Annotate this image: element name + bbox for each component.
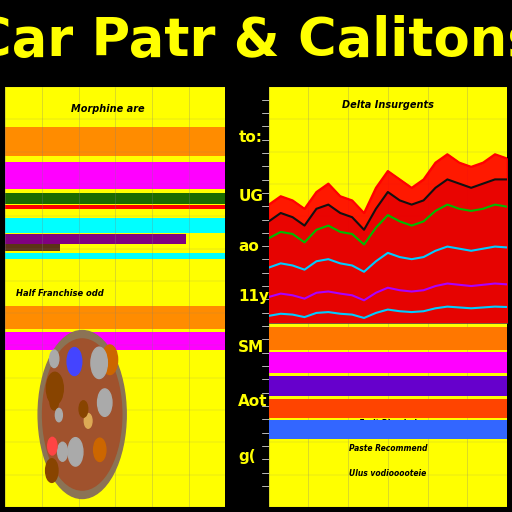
Text: Half Franchise odd: Half Franchise odd [16,289,104,297]
Bar [5,193,225,204]
Text: g(: g( [239,449,256,464]
Bar [5,234,186,244]
Circle shape [55,409,62,422]
Circle shape [48,437,57,455]
Circle shape [94,438,106,461]
Bar [5,252,225,259]
Bar [5,306,225,330]
Text: Paste Recommend: Paste Recommend [349,444,427,453]
Text: UG: UG [239,189,263,204]
Text: Delta Insurgents: Delta Insurgents [342,100,434,110]
Bar [269,327,507,351]
Text: SM: SM [239,340,265,355]
Bar [5,218,225,233]
Circle shape [98,389,112,416]
Bar [5,332,225,351]
Circle shape [91,347,108,378]
Bar [5,244,60,250]
Circle shape [47,372,63,404]
Text: Ulus vodiooooteie: Ulus vodiooooteie [349,469,426,478]
Circle shape [46,459,58,482]
Bar [269,376,507,396]
Bar [5,162,225,189]
Bar [269,352,507,373]
Bar [269,420,507,439]
Circle shape [57,442,68,461]
Bar [5,205,225,209]
Text: Car Patr & Calitons: Car Patr & Calitons [0,15,512,68]
Circle shape [42,339,122,490]
Text: Morphine are: Morphine are [71,104,145,114]
Circle shape [67,348,82,375]
Bar [5,127,225,156]
Circle shape [79,401,88,417]
Text: 11y: 11y [239,289,269,305]
Circle shape [68,438,83,466]
Circle shape [50,394,58,410]
Text: ao: ao [239,239,259,254]
Circle shape [38,331,126,499]
Text: Aot: Aot [239,394,268,410]
Circle shape [102,345,118,375]
Text: Fruit Blended: Fruit Blended [359,419,417,428]
Circle shape [84,414,92,428]
Bar [269,398,507,418]
Circle shape [50,350,59,368]
Text: Amounts due: Amounts due [351,272,424,282]
Text: to:: to: [239,130,262,145]
